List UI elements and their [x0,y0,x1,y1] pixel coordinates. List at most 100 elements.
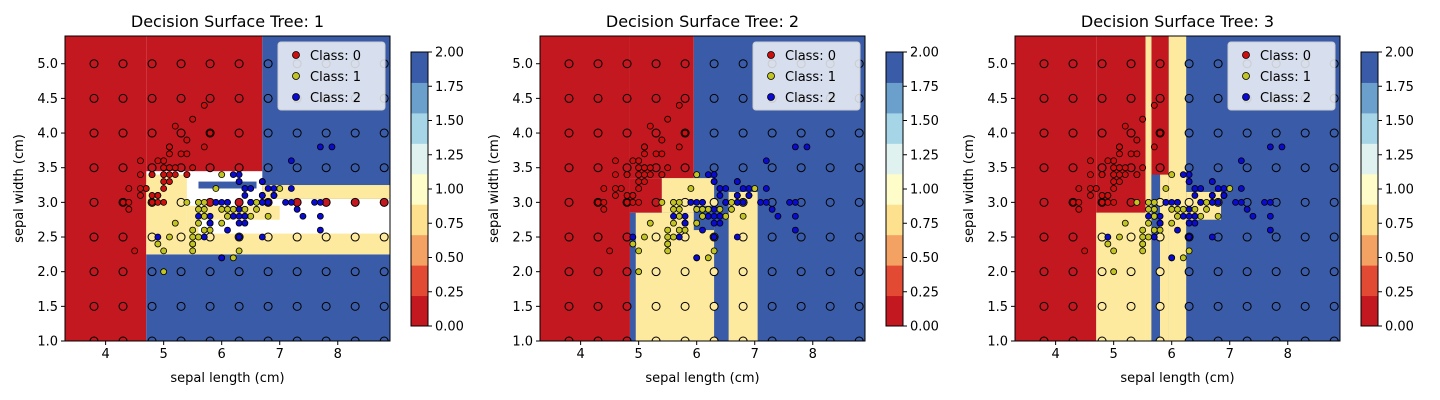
mesh-point [825,232,835,242]
mesh-point [205,301,215,311]
data-point-class-2 [1266,212,1274,220]
data-point-class-0 [1116,150,1123,158]
y-tick-label: 5.0 [37,57,58,72]
colorbar-segment [411,52,428,83]
legend: Class: 0 Class: 1 Class: 2 [277,41,386,111]
mesh-point [292,336,302,341]
data-point-class-2 [681,212,689,220]
data-point-class-2 [791,226,799,234]
mesh-point [1068,301,1078,311]
data-point-class-0 [658,136,666,144]
data-point-class-1 [1179,254,1187,262]
data-point-class-0 [160,164,168,172]
data-point-class-1 [218,171,226,179]
data-point-class-2 [316,212,324,220]
data-point-class-0 [1116,171,1123,179]
data-point-class-1 [224,212,231,220]
data-point-class-1 [206,226,214,234]
mesh-point [738,301,748,311]
data-point-class-2 [1174,226,1181,234]
data-point-class-0 [119,198,127,206]
mesh-point [767,128,777,138]
data-point-class-2 [1185,178,1193,185]
data-point-class-1 [722,212,730,220]
data-point-class-0 [1087,185,1094,192]
data-point-class-1 [675,212,683,220]
y-tick-label: 4.5 [37,92,58,107]
data-point-class-1 [675,226,683,234]
data-point-class-2 [710,178,718,185]
colorbar-tick-label: 0.00 [1385,320,1414,335]
mesh-point [234,197,244,207]
colorbar-segment [1361,265,1378,297]
mesh-point [622,59,632,69]
mesh-point [379,232,389,242]
chart-title: Decision Surface Tree: 2 [606,12,799,31]
data-point-class-0 [646,171,654,179]
y-tick-label: 2.0 [37,265,58,280]
data-point-class-1 [728,205,735,213]
y-tick-label: 2.0 [987,265,1008,280]
colorbar-segment [886,52,903,83]
mesh-point [118,336,128,341]
data-point-class-0 [623,198,631,206]
mesh-point [709,128,719,138]
data-point-class-0 [1075,185,1083,192]
legend-label: Class: 2 [785,91,836,106]
data-point-class-1 [200,198,208,206]
data-point-class-0 [675,101,683,109]
colorbar-segment [886,173,903,205]
data-point-class-1 [1174,205,1181,213]
data-point-class-1 [200,226,208,234]
data-point-class-0 [1116,143,1123,151]
mesh-point [350,336,360,341]
data-point-class-1 [1179,205,1187,213]
mesh-point [709,59,719,69]
data-point-class-1 [751,185,759,192]
mesh-point [1300,128,1310,138]
data-point-class-1 [195,233,202,241]
data-point-class-2 [693,198,701,206]
data-point-class-0 [641,171,648,179]
data-point-class-0 [1133,150,1141,158]
mesh-point [379,197,389,207]
mesh-point [1039,59,1049,69]
data-point-class-0 [1087,157,1094,165]
x-axis-label: sepal length (cm) [645,371,759,386]
mesh-point [350,128,360,138]
data-point-class-1 [1168,219,1176,227]
data-point-class-0 [183,171,191,179]
mesh-point [176,128,186,138]
data-point-class-1 [1162,185,1170,192]
legend-marker-class-1 [292,72,300,80]
data-point-class-0 [1139,164,1147,172]
data-point-class-2 [1179,171,1187,179]
legend-box [277,41,386,111]
data-point-class-1 [166,233,173,241]
axes-frame [64,35,391,342]
data-point-class-1 [218,205,226,213]
colorbar-segment [411,173,428,205]
x-tick-label: 7 [1226,347,1234,362]
decision-region-class-0 [1015,36,1097,341]
data-point-class-1 [189,247,197,255]
colorbar: 0.00 0.25 0.50 0.75 1.00 1.25 1.50 1.75 2.00 [885,46,939,335]
data-point-class-1 [200,212,208,220]
data-point-class-1 [728,198,735,206]
data-point-class-2 [791,198,799,206]
data-point-class-0 [1104,198,1112,206]
mesh-point [709,93,719,103]
colorbar-tick-label: 1.75 [910,80,939,95]
mesh-point [651,128,661,138]
y-tick-label: 1.5 [987,300,1008,315]
x-tick-label: 8 [1284,347,1292,362]
data-point-class-2 [1214,198,1222,206]
data-point-class-0 [612,185,619,192]
axes-frame [1014,35,1341,342]
data-point-class-2 [693,254,701,262]
mesh-point [234,59,244,69]
data-point-class-2 [745,192,753,199]
mesh-point [176,267,186,277]
data-point-class-1 [1110,268,1118,276]
data-point-class-0 [1139,115,1147,123]
